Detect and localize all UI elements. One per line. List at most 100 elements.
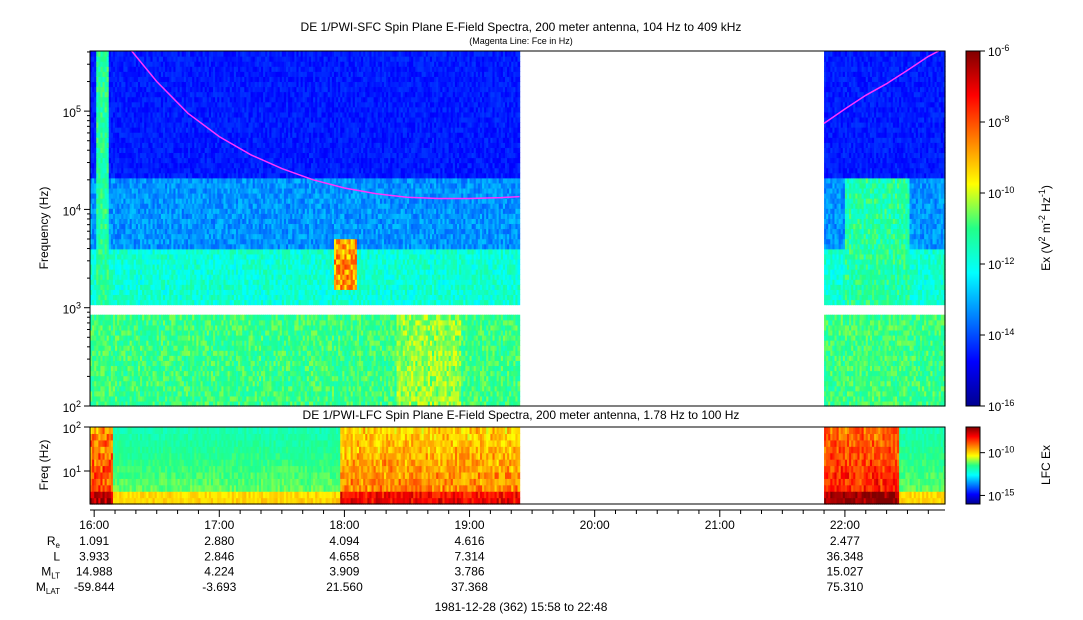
sfc-spectrogram-cell — [144, 162, 147, 169]
sfc-spectrogram-cell — [142, 319, 145, 326]
sfc-spectrogram-cell — [146, 279, 149, 285]
sfc-spectrogram-cell — [160, 319, 164, 326]
sfc-spectrogram-cell — [140, 243, 143, 250]
sfc-spectrogram-cell — [137, 96, 141, 103]
sfc-spectrogram-cell — [185, 365, 189, 372]
sfc-spectrogram-cell — [158, 233, 162, 240]
sfc-spectrogram-cell — [146, 51, 149, 57]
sfc-spectrogram-cell — [142, 299, 145, 306]
sfc-spectrogram-cell — [104, 299, 108, 306]
sfc-spectrogram-cell — [171, 243, 175, 250]
sfc-spectrogram-cell — [135, 51, 139, 57]
sfc-spectrogram-cell — [135, 380, 139, 387]
sfc-spectrogram-cell — [106, 233, 110, 240]
sfc-spectrogram-cell — [175, 172, 179, 179]
sfc-spectrogram-cell — [135, 233, 139, 240]
sfc-spectrogram-cell — [179, 56, 183, 62]
sfc-spectrogram-cell — [169, 294, 172, 301]
sfc-spectrogram-cell — [127, 56, 131, 62]
sfc-spectrogram-cell — [181, 243, 185, 250]
sfc-spectrogram-cell — [123, 187, 127, 194]
sfc-spectrogram-cell — [188, 274, 191, 280]
sfc-spectrogram-cell — [121, 329, 124, 336]
sfc-spectrogram-cell — [169, 66, 172, 72]
sfc-spectrogram-cell — [140, 208, 143, 214]
sfc-spectrogram-cell — [179, 167, 183, 174]
sfc-spectrogram-cell — [169, 248, 172, 255]
sfc-spectrogram-cell — [142, 137, 145, 143]
sfc-spectrogram-cell — [165, 101, 168, 108]
sfc-spectrogram-cell — [137, 314, 141, 321]
sfc-spectrogram-cell — [185, 390, 189, 397]
sfc-spectrogram-cell — [179, 335, 183, 341]
sfc-spectrogram-cell — [121, 147, 124, 154]
sfc-spectrogram-cell — [104, 274, 108, 280]
sfc-spectrogram-cell — [90, 340, 93, 346]
sfc-spectrogram-cell — [135, 238, 139, 245]
sfc-spectrogram-cell — [150, 228, 154, 235]
sfc-spectrogram-cell — [142, 213, 145, 219]
sfc-spectrogram-cell — [194, 96, 197, 103]
sfc-spectrogram-cell — [156, 375, 160, 382]
sfc-spectrogram-cell — [98, 243, 102, 250]
sfc-spectrogram-cell — [158, 71, 162, 77]
sfc-spectrogram-cell — [121, 380, 124, 387]
sfc-spectrogram-cell — [167, 66, 170, 72]
sfc-spectrogram-cell — [104, 172, 108, 179]
sfc-spectrogram-cell — [190, 274, 193, 280]
sfc-spectrogram-cell — [181, 279, 185, 285]
sfc-spectrogram-cell — [179, 233, 183, 240]
sfc-spectrogram-cell — [98, 319, 102, 326]
sfc-spectrogram-cell — [137, 147, 141, 154]
sfc-spectrogram-cell — [171, 274, 175, 280]
sfc-spectrogram-cell — [102, 258, 106, 265]
sfc-spectrogram-cell — [162, 345, 166, 351]
sfc-spectrogram-cell — [185, 380, 189, 387]
sfc-spectrogram-cell — [146, 319, 149, 326]
sfc-spectrogram-cell — [144, 198, 147, 204]
sfc-spectrogram-cell — [100, 355, 104, 361]
sfc-spectrogram-cell — [142, 360, 145, 367]
sfc-spectrogram-cell — [171, 329, 175, 336]
sfc-spectrogram-cell — [167, 198, 170, 204]
sfc-spectrogram-cell — [146, 375, 149, 382]
sfc-spectrogram-cell — [90, 314, 93, 321]
sfc-spectrogram-cell — [137, 162, 141, 169]
sfc-spectrogram-cell — [121, 395, 124, 402]
sfc-spectrogram-cell — [110, 157, 114, 164]
sfc-spectrogram-cell — [129, 177, 133, 184]
sfc-spectrogram-cell — [190, 395, 193, 402]
sfc-spectrogram-cell — [110, 350, 114, 356]
sfc-spectrogram-cell — [137, 167, 141, 174]
sfc-spectrogram-cell — [140, 385, 143, 392]
sfc-spectrogram-cell — [127, 71, 131, 77]
sfc-spectrogram-cell — [146, 269, 149, 275]
sfc-spectrogram-cell — [144, 101, 147, 108]
sfc-spectrogram-cell — [129, 390, 133, 397]
sfc-spectrogram-cell — [181, 223, 185, 230]
sfc-spectrogram-cell — [154, 258, 158, 265]
sfc-spectrogram-cell — [179, 253, 183, 260]
sfc-spectrogram-cell — [177, 365, 181, 372]
sfc-spectrogram-cell — [162, 258, 166, 265]
sfc-spectrogram-cell — [108, 51, 112, 57]
sfc-spectrogram-cell — [135, 335, 139, 341]
sfc-spectrogram-cell — [96, 81, 99, 88]
sfc-spectrogram-cell — [183, 264, 187, 270]
sfc-spectrogram-cell — [119, 213, 122, 219]
sfc-spectrogram-cell — [117, 137, 120, 143]
sfc-spectrogram-cell — [169, 299, 172, 306]
sfc-spectrogram-cell — [119, 395, 122, 402]
sfc-spectrogram-cell — [162, 157, 166, 164]
sfc-spectrogram-cell — [127, 243, 131, 250]
sfc-spectrogram-cell — [158, 340, 162, 346]
sfc-spectrogram-cell — [181, 167, 185, 174]
sfc-spectrogram-cell — [94, 335, 97, 341]
sfc-spectrogram-cell — [123, 122, 127, 128]
sfc-spectrogram-cell — [135, 91, 139, 98]
sfc-spectrogram-cell — [152, 365, 156, 372]
sfc-spectrogram-cell — [165, 51, 168, 57]
sfc-spectrogram-cell — [167, 147, 170, 154]
sfc-spectrogram-cell — [194, 370, 197, 377]
sfc-spectrogram-cell — [100, 86, 104, 93]
